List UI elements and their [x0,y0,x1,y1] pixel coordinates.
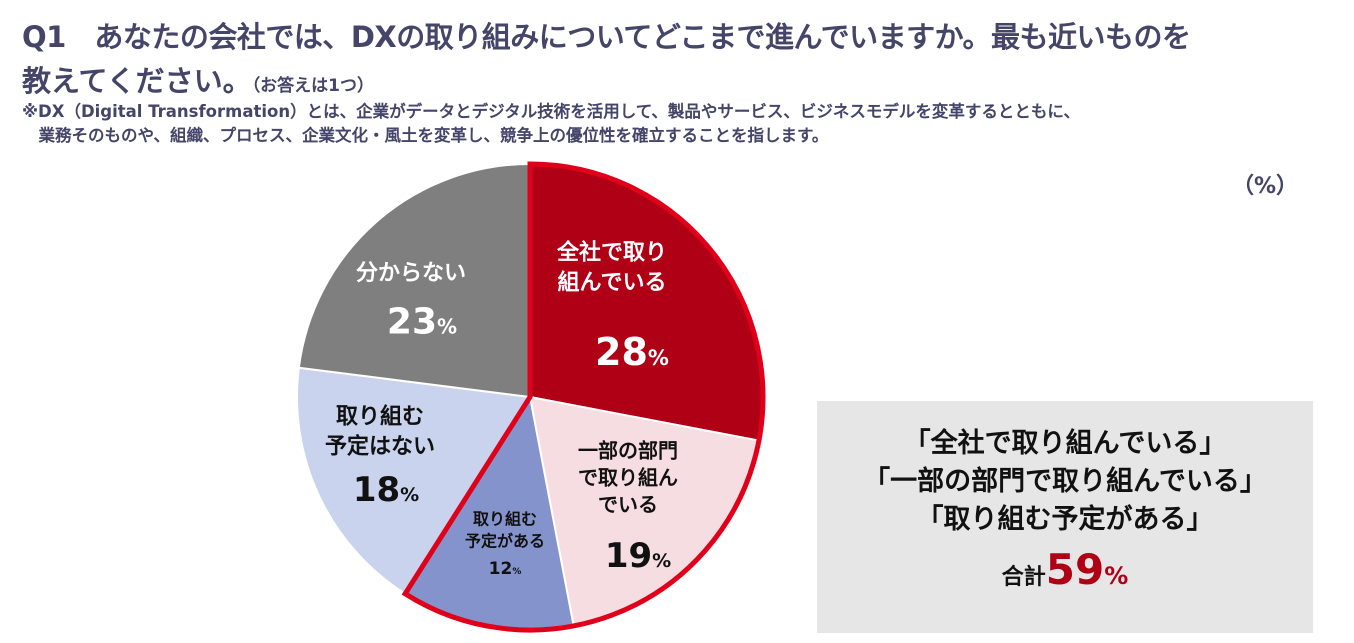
page-title: Q1 あなたの会社では、DXの取り組みについてどこまで進んでいますか。最も近いも… [22,20,1191,54]
slice-label: 取り組む 予定はない [324,404,436,459]
slice-value: 19 [604,536,653,576]
summary-total: 合計59% [817,545,1313,594]
summary-line: 「一部の部門で取り組んでいる」 [863,466,1267,497]
slice-value: 28 [595,330,648,374]
slice-unit: % [647,346,669,370]
highlight-outline [401,161,766,633]
pie-slice [297,162,531,399]
summary-line: 「全社で取り組んでいる」 [903,428,1227,459]
title-note: （お答えは1つ） [251,76,375,96]
slice-value-label: 12% [489,559,522,579]
definition-note: ※DX（Digital Transformation）とは、企業がデータとデジタ… [22,100,1080,148]
slice-unit: % [652,550,672,572]
slice-value: 12 [488,559,513,579]
slice-label: 一部の部門 で取り組ん でいる [578,438,678,517]
summary-line: 「取り組む予定がある」 [916,504,1214,535]
slice-value-label: 28% [595,330,669,374]
slice-value-label: 19% [605,536,671,576]
slice-label: 分からない [355,261,467,287]
total-value: 59 [1045,545,1105,594]
slice-value: 18 [352,470,401,510]
pie-slice [529,162,764,442]
slice-value-label: 18% [353,470,419,510]
slice-label: 全社で取り 組んでいる [556,240,668,295]
total-label: 合計 [1001,565,1046,590]
slice-unit: % [437,314,458,339]
slice-unit: % [512,567,522,577]
slice-unit: % [400,484,420,506]
slice-value: 23 [386,301,438,343]
total-unit: % [1104,562,1129,590]
definition-line2: 業務そのものや、組織、プロセス、企業文化・風土を変革し、競争上の優位性を確立する… [22,126,829,145]
summary-box: 「全社で取り組んでいる」 「一部の部門で取り組んでいる」 「取り組む予定がある」… [817,401,1313,633]
slice-label: 取り組む 予定がある [464,509,546,550]
title-line2-text: 教えてください。 [22,64,252,98]
unit-label: （%） [1232,174,1299,199]
page-title-line2: 教えてください。（お答えは1つ） [22,58,374,100]
pie-slice [296,366,532,596]
definition-line1: ※DX（Digital Transformation）とは、企業がデータとデジタ… [22,102,1080,121]
slice-value-label: 23% [387,302,457,343]
